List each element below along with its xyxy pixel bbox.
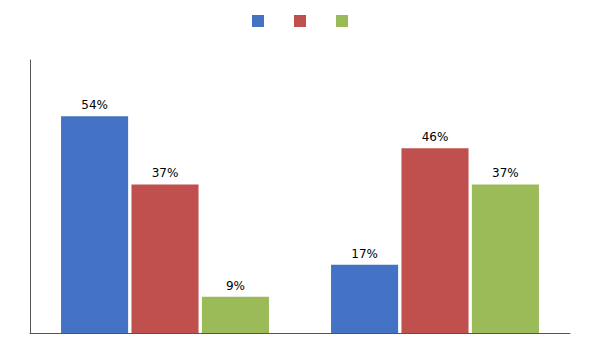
svg-text:17%: 17% xyxy=(351,247,378,261)
svg-text:37%: 37% xyxy=(492,166,519,180)
svg-text:37%: 37% xyxy=(152,166,179,180)
svg-text:54%: 54% xyxy=(81,98,108,112)
svg-text:46%: 46% xyxy=(422,130,449,144)
svg-text:9%: 9% xyxy=(226,279,245,293)
